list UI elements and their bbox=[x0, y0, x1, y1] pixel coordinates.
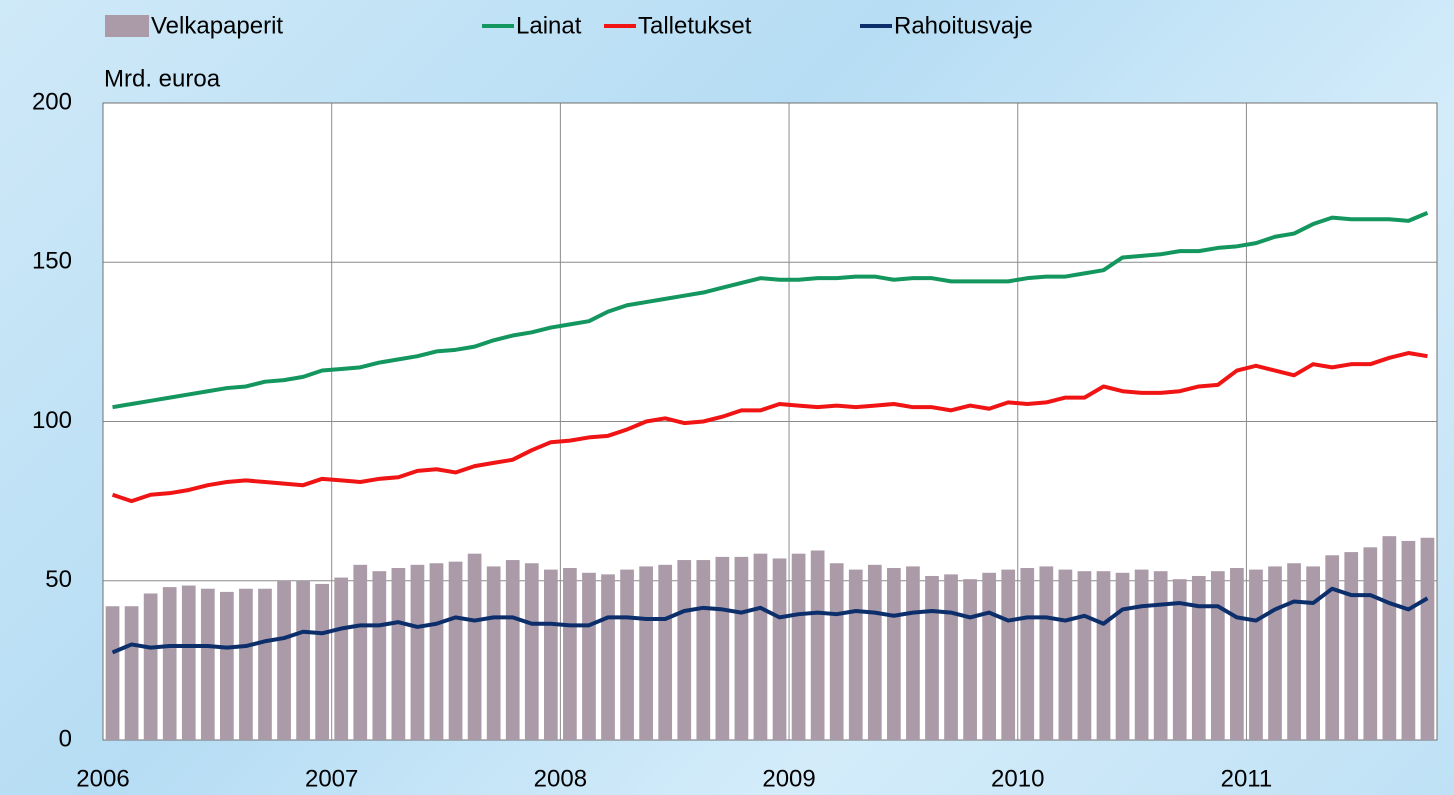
x-tick-label: 2009 bbox=[762, 765, 815, 792]
bar bbox=[1001, 569, 1016, 740]
bar bbox=[734, 556, 749, 740]
bar bbox=[1172, 579, 1187, 740]
bar bbox=[467, 553, 482, 740]
bar bbox=[982, 572, 997, 740]
bar bbox=[1363, 547, 1378, 740]
bar bbox=[829, 563, 844, 740]
bar bbox=[410, 564, 425, 740]
bar bbox=[524, 563, 539, 740]
bar bbox=[258, 588, 272, 740]
bar bbox=[372, 571, 387, 740]
legend-label: Talletukset bbox=[638, 12, 752, 39]
x-tick-label: 2006 bbox=[76, 765, 129, 792]
legend-swatch bbox=[105, 15, 149, 37]
bar bbox=[353, 564, 368, 740]
bar bbox=[429, 563, 444, 740]
bar bbox=[1325, 555, 1340, 740]
bar bbox=[1230, 568, 1244, 740]
bar bbox=[601, 574, 615, 740]
bar bbox=[639, 566, 653, 740]
legend-label: Velkapaperit bbox=[151, 12, 283, 39]
bar bbox=[1191, 575, 1206, 740]
bar bbox=[1115, 572, 1130, 740]
bar bbox=[1382, 536, 1397, 740]
bar bbox=[906, 566, 920, 740]
bar bbox=[543, 569, 558, 740]
bar bbox=[677, 560, 692, 740]
x-tick-label: 2008 bbox=[534, 765, 587, 792]
bar bbox=[296, 580, 310, 740]
line bbox=[111, 586, 1429, 655]
bar bbox=[1287, 563, 1301, 740]
y-tick-label: 200 bbox=[32, 88, 72, 115]
plot-frame bbox=[102, 102, 1438, 741]
bar bbox=[448, 561, 463, 740]
y-axis-label: Mrd. euroa bbox=[104, 65, 221, 92]
legend-label: Lainat bbox=[516, 12, 582, 39]
bar bbox=[124, 606, 139, 740]
line bbox=[111, 351, 1428, 504]
bar bbox=[1039, 566, 1054, 740]
bar bbox=[143, 593, 158, 740]
bar bbox=[239, 588, 253, 740]
bar bbox=[1306, 566, 1320, 740]
bar bbox=[887, 568, 901, 740]
bar bbox=[944, 574, 958, 740]
x-tick-label: 2010 bbox=[991, 765, 1044, 792]
bar bbox=[1020, 568, 1035, 740]
bar bbox=[1344, 552, 1359, 740]
bar bbox=[1077, 571, 1092, 740]
bar bbox=[753, 553, 768, 740]
x-tick-label: 2011 bbox=[1221, 765, 1273, 792]
bar bbox=[486, 566, 501, 740]
bar bbox=[772, 558, 787, 740]
bar bbox=[1420, 537, 1435, 740]
line bbox=[112, 211, 1429, 410]
x-tick-label: 2007 bbox=[305, 765, 358, 792]
bar bbox=[848, 569, 863, 740]
bar bbox=[658, 564, 673, 740]
bar bbox=[1096, 571, 1111, 740]
bar bbox=[105, 606, 120, 740]
bar bbox=[1210, 571, 1225, 740]
y-tick-label: 100 bbox=[32, 407, 72, 434]
bar bbox=[391, 568, 406, 740]
bar bbox=[791, 553, 806, 740]
bar bbox=[505, 560, 520, 740]
bar bbox=[162, 587, 177, 740]
bar bbox=[715, 556, 730, 740]
bar bbox=[867, 564, 882, 740]
y-tick-label: 50 bbox=[45, 566, 72, 593]
bar bbox=[1134, 569, 1149, 740]
bar bbox=[925, 575, 939, 740]
bar bbox=[810, 550, 825, 740]
bar bbox=[1058, 569, 1073, 740]
bar bbox=[277, 580, 291, 740]
bar bbox=[563, 568, 577, 740]
bar bbox=[1153, 571, 1168, 740]
bar bbox=[1249, 569, 1263, 740]
y-tick-label: 150 bbox=[32, 248, 72, 275]
bar bbox=[181, 585, 196, 740]
bar bbox=[963, 579, 977, 740]
bar bbox=[1401, 540, 1416, 740]
bar bbox=[696, 560, 711, 740]
bar bbox=[582, 572, 596, 740]
bar bbox=[200, 588, 215, 740]
bar bbox=[315, 583, 330, 740]
y-tick-label: 0 bbox=[59, 725, 72, 752]
bar bbox=[1268, 566, 1282, 740]
bar bbox=[334, 577, 349, 740]
bar bbox=[220, 591, 234, 740]
legend-label: Rahoitusvaje bbox=[894, 12, 1033, 39]
bar bbox=[620, 569, 634, 740]
